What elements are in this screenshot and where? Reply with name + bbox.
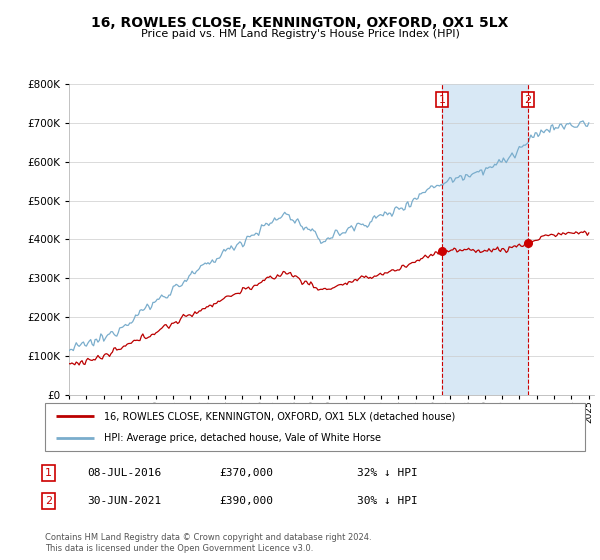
- Text: 30% ↓ HPI: 30% ↓ HPI: [357, 496, 418, 506]
- Text: 16, ROWLES CLOSE, KENNINGTON, OXFORD, OX1 5LX (detached house): 16, ROWLES CLOSE, KENNINGTON, OXFORD, OX…: [104, 411, 455, 421]
- Text: 16, ROWLES CLOSE, KENNINGTON, OXFORD, OX1 5LX: 16, ROWLES CLOSE, KENNINGTON, OXFORD, OX…: [91, 16, 509, 30]
- Text: 30-JUN-2021: 30-JUN-2021: [87, 496, 161, 506]
- Text: 2: 2: [45, 496, 52, 506]
- Text: 2: 2: [524, 95, 532, 105]
- Text: 1: 1: [45, 468, 52, 478]
- Text: Contains HM Land Registry data © Crown copyright and database right 2024.
This d: Contains HM Land Registry data © Crown c…: [45, 533, 371, 553]
- Text: Price paid vs. HM Land Registry's House Price Index (HPI): Price paid vs. HM Land Registry's House …: [140, 29, 460, 39]
- Text: £390,000: £390,000: [219, 496, 273, 506]
- FancyBboxPatch shape: [45, 403, 585, 451]
- Bar: [442, 84, 528, 395]
- Text: 08-JUL-2016: 08-JUL-2016: [87, 468, 161, 478]
- Text: HPI: Average price, detached house, Vale of White Horse: HPI: Average price, detached house, Vale…: [104, 433, 382, 443]
- Text: 32% ↓ HPI: 32% ↓ HPI: [357, 468, 418, 478]
- Text: 1: 1: [439, 95, 446, 105]
- Text: £370,000: £370,000: [219, 468, 273, 478]
